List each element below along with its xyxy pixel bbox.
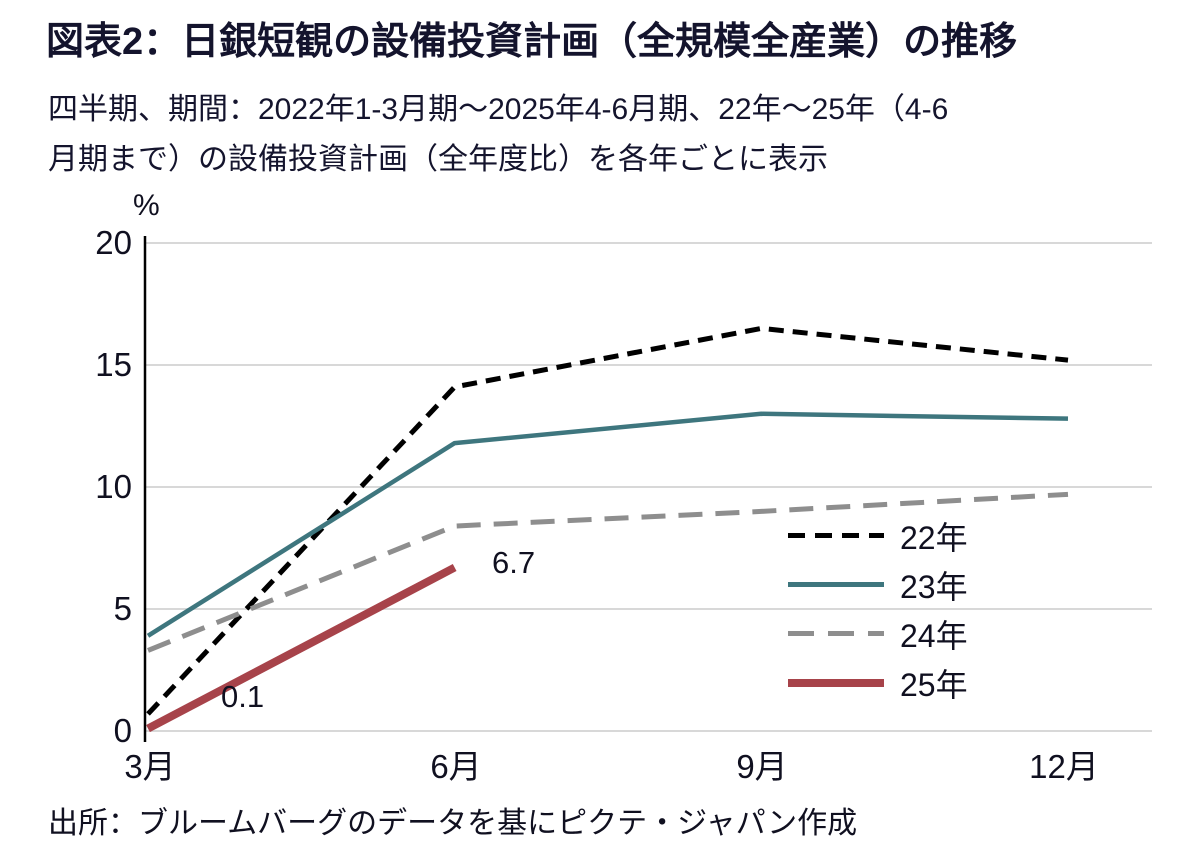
y-tick-label-5: 5 [113,590,132,627]
series-line-22年 [146,325,1069,716]
legend-label: 24年 [900,617,968,654]
legend-item-25年: 25年 [788,663,968,703]
x-tick-label-march: 3月 [124,748,176,785]
legend-label: 22年 [900,519,968,556]
legend-line-sample [788,533,884,538]
y-tick-label-20: 20 [95,224,132,261]
x-tick-label-december: 12月 [1029,748,1099,785]
legend-item-22年: 22年 [788,516,968,556]
legend-item-23年: 23年 [788,565,968,605]
figure-title: 図表2：日銀短観の設備投資計画（全規模全産業）の推移 [46,21,1018,63]
data-label-25-march: 0.1 [221,679,265,714]
figure-subtitle-line1: 四半期、期間：2022年1-3月期～2025年4-6月期、22年～25年（4-6 [48,93,949,126]
y-tick-label-0: 0 [113,712,132,749]
legend-line-sample [788,582,884,587]
legend-line-sample [788,631,884,636]
x-tick-label-september: 9月 [736,748,788,785]
legend: 22年 23年 24年 25年 [788,516,968,703]
y-tick-label-10: 10 [95,468,132,505]
source-note: 出所：ブルームバーグのデータを基にピクテ・ジャパン作成 [48,807,858,840]
series-line-25年 [146,563,457,733]
x-tick-label-june: 6月 [430,748,482,785]
legend-label: 25年 [900,666,968,703]
legend-line-sample [788,678,884,687]
legend-label: 23年 [900,568,968,605]
y-axis-unit-label: % [133,189,160,222]
figure-subtitle-line2: 月期まで）の設備投資計画（全年度比）を各年ごとに表示 [48,143,828,176]
y-tick-label-15: 15 [95,346,132,383]
data-label-25-june: 6.7 [492,545,536,580]
series-line-23年 [146,411,1069,638]
series-line-24年 [147,491,1069,653]
legend-item-24年: 24年 [788,614,968,654]
